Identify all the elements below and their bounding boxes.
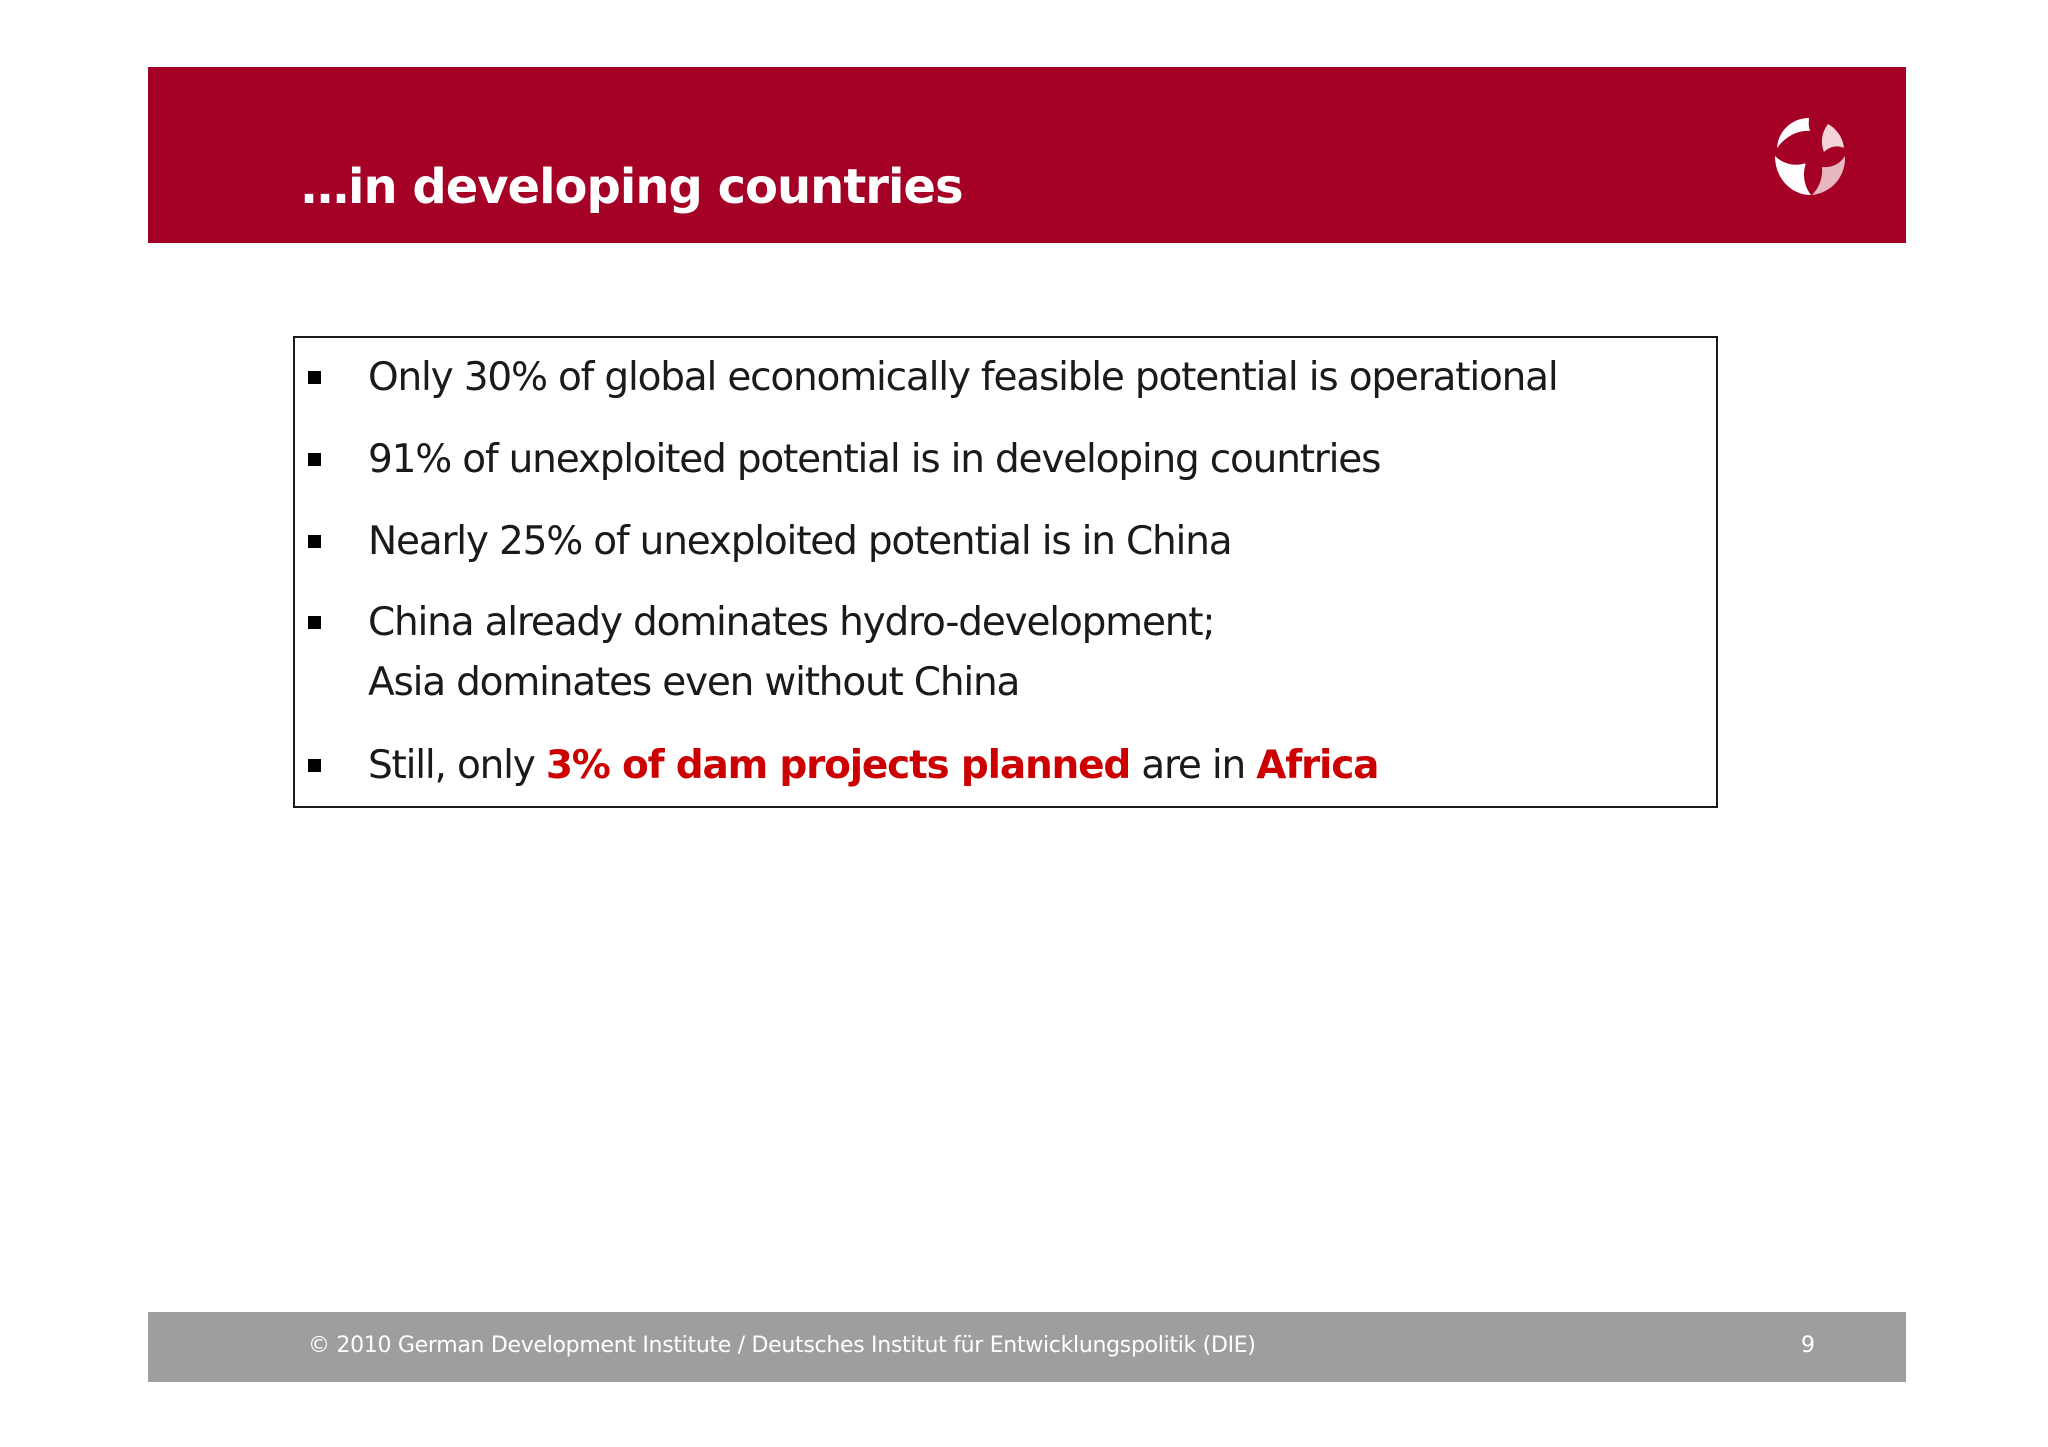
die-logo-icon	[1775, 118, 1846, 195]
bullet-text-part: are in	[1130, 743, 1257, 788]
slide-title: …in developing countries	[301, 159, 964, 215]
bullet-text: Still, only 3% of dam projects planned a…	[368, 736, 1379, 796]
page-number: 9	[1801, 1333, 1815, 1358]
bullet-line: China already dominates hydro-developmen…	[368, 600, 1215, 645]
square-bullet-icon	[308, 453, 321, 466]
square-bullet-icon	[308, 759, 321, 772]
bullet-box: Only 30% of global economically feasible…	[293, 336, 1718, 808]
footer-copyright: © 2010 German Development Institute / De…	[308, 1333, 1256, 1358]
bullet-line: Asia dominates even without China	[368, 660, 1020, 705]
bullet-text: China already dominates hydro-developmen…	[368, 593, 1215, 713]
square-bullet-icon	[308, 616, 321, 629]
header-bar: …in developing countries	[148, 67, 1906, 243]
highlight-dam-projects: 3% of dam projects planned	[545, 743, 1131, 788]
highlight-africa: Africa	[1256, 743, 1379, 788]
square-bullet-icon	[308, 371, 321, 384]
bullet-text: Nearly 25% of unexploited potential is i…	[368, 519, 1233, 564]
bullet-text-part: Still, only	[368, 743, 546, 788]
bullet-text: Only 30% of global economically feasible…	[368, 355, 1559, 400]
footer-bar: © 2010 German Development Institute / De…	[148, 1312, 1906, 1382]
bullet-text: 91% of unexploited potential is in devel…	[368, 437, 1381, 482]
square-bullet-icon	[308, 535, 321, 548]
